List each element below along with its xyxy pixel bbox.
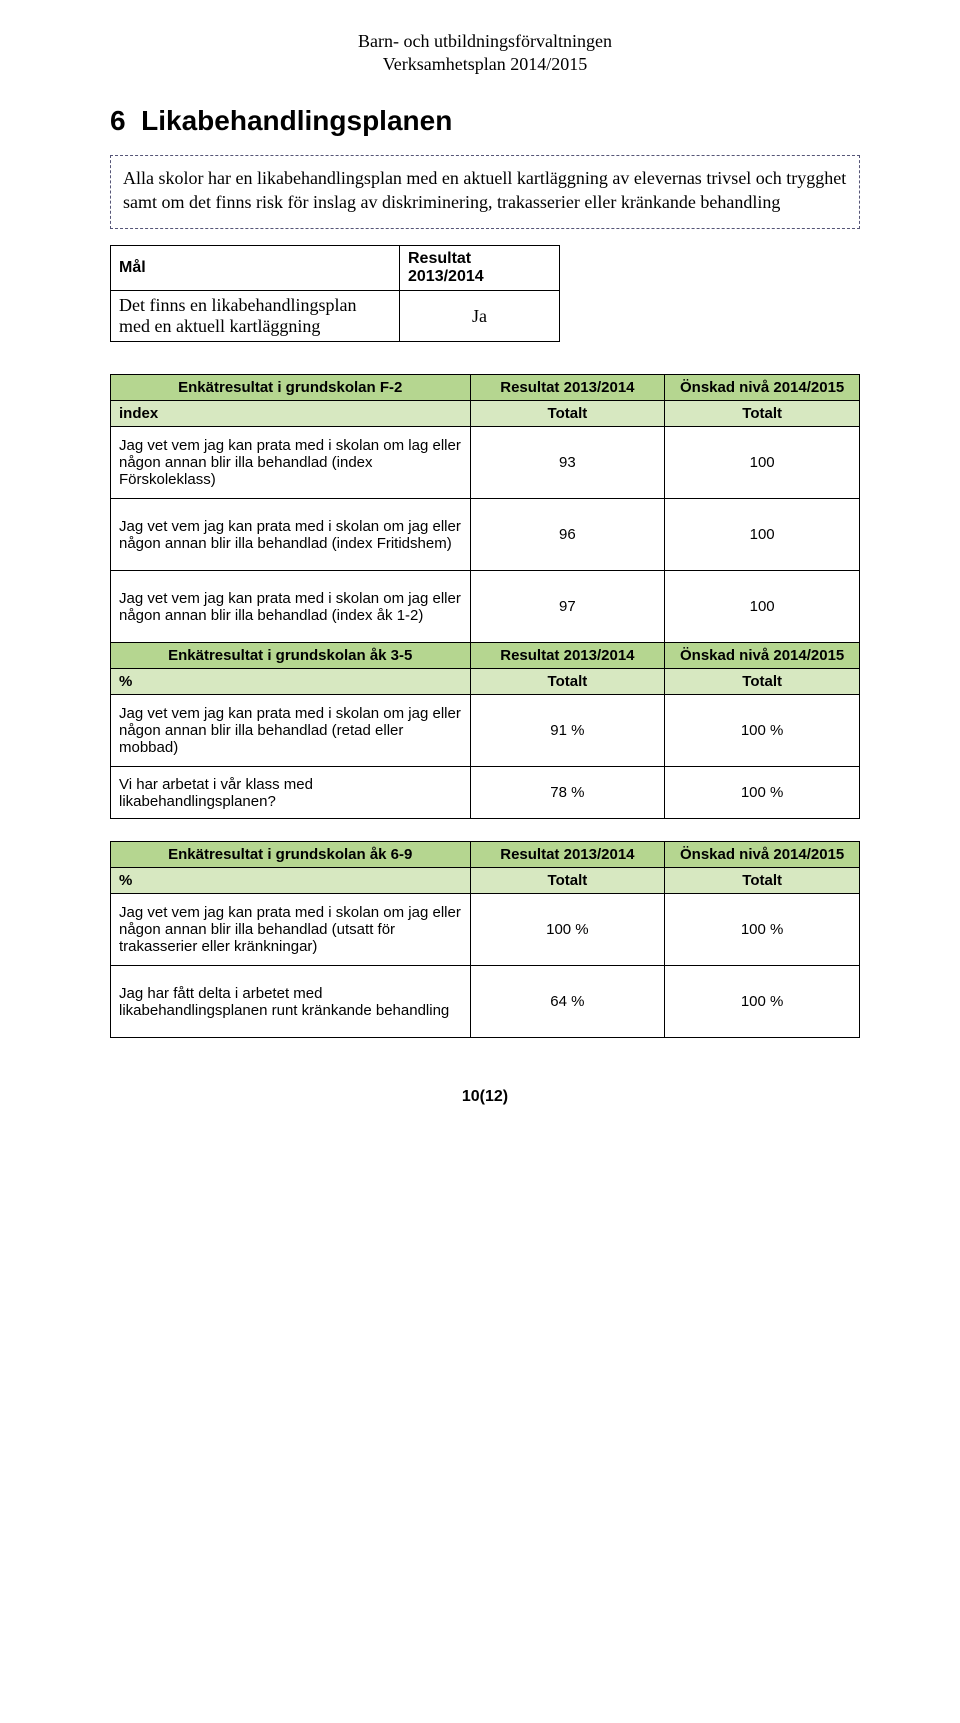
t2-h-res: Resultat 2013/2014 xyxy=(470,842,665,868)
goal-row-value: Ja xyxy=(400,291,560,342)
goal-row: Det finns en likabehandlingsplan med en … xyxy=(111,291,560,342)
t2-sub-goal: Totalt xyxy=(665,868,860,894)
t1-sub2-label: % xyxy=(111,669,471,695)
t1-h2-label: Enkätresultat i grundskolan åk 3-5 xyxy=(111,643,471,669)
t1-h-goal: Önskad nivå 2014/2015 xyxy=(665,375,860,401)
t1-h2-res: Resultat 2013/2014 xyxy=(470,643,665,669)
doc-header: Barn- och utbildningsförvaltningen Verks… xyxy=(110,30,860,77)
t1-r2-0-label: Jag vet vem jag kan prata med i skolan o… xyxy=(111,695,471,767)
intro-box: Alla skolor har en likabehandlingsplan m… xyxy=(110,155,860,230)
t2-sub-res: Totalt xyxy=(470,868,665,894)
t1-r1-res: 96 xyxy=(470,499,665,571)
t1-r2-1-res: 78 % xyxy=(470,767,665,819)
t1-h-res: Resultat 2013/2014 xyxy=(470,375,665,401)
t1-subheader: index Totalt Totalt xyxy=(111,401,860,427)
t1-header2: Enkätresultat i grundskolan åk 3-5 Resul… xyxy=(111,643,860,669)
t2-r1-goal: 100 % xyxy=(665,966,860,1038)
table-row: Jag vet vem jag kan prata med i skolan o… xyxy=(111,499,860,571)
t2-r0-label: Jag vet vem jag kan prata med i skolan o… xyxy=(111,894,471,966)
goal-row-label: Det finns en likabehandlingsplan med en … xyxy=(111,291,400,342)
t1-r0-res: 93 xyxy=(470,427,665,499)
t2-h-label: Enkätresultat i grundskolan åk 6-9 xyxy=(111,842,471,868)
t1-r2-res: 97 xyxy=(470,571,665,643)
t1-r2-1-label: Vi har arbetat i vår klass med likabehan… xyxy=(111,767,471,819)
header-line2: Verksamhetsplan 2014/2015 xyxy=(383,54,587,74)
page-number: 10(12) xyxy=(110,1088,860,1106)
t2-r1-res: 64 % xyxy=(470,966,665,1038)
t1-r2-1-goal: 100 % xyxy=(665,767,860,819)
t1-sub-goal: Totalt xyxy=(665,401,860,427)
t1-sub-label: index xyxy=(111,401,471,427)
t1-r0-label: Jag vet vem jag kan prata med i skolan o… xyxy=(111,427,471,499)
t1-sub-res: Totalt xyxy=(470,401,665,427)
t1-r2-0-goal: 100 % xyxy=(665,695,860,767)
table-row: Vi har arbetat i vår klass med likabehan… xyxy=(111,767,860,819)
t1-sub2-res: Totalt xyxy=(470,669,665,695)
table-row: Jag vet vem jag kan prata med i skolan o… xyxy=(111,695,860,767)
section-heading: 6 Likabehandlingsplanen xyxy=(110,105,860,137)
goal-table: Mål Resultat 2013/2014 Det finns en lika… xyxy=(110,245,560,342)
goal-col-label: Mål xyxy=(111,246,400,291)
table-row: Jag vet vem jag kan prata med i skolan o… xyxy=(111,894,860,966)
t1-sub2-goal: Totalt xyxy=(665,669,860,695)
t2-subheader: % Totalt Totalt xyxy=(111,868,860,894)
t1-r1-goal: 100 xyxy=(665,499,860,571)
t1-r2-goal: 100 xyxy=(665,571,860,643)
t1-r2-label: Jag vet vem jag kan prata med i skolan o… xyxy=(111,571,471,643)
header-line1: Barn- och utbildningsförvaltningen xyxy=(358,31,612,51)
t1-h-label: Enkätresultat i grundskolan F-2 xyxy=(111,375,471,401)
goal-col-result: Resultat 2013/2014 xyxy=(400,246,560,291)
t1-r2-0-res: 91 % xyxy=(470,695,665,767)
t1-subheader2: % Totalt Totalt xyxy=(111,669,860,695)
goal-table-header-row: Mål Resultat 2013/2014 xyxy=(111,246,560,291)
intro-text: Alla skolor har en likabehandlingsplan m… xyxy=(123,168,846,212)
survey-table-1: Enkätresultat i grundskolan F-2 Resultat… xyxy=(110,374,860,819)
t1-header: Enkätresultat i grundskolan F-2 Resultat… xyxy=(111,375,860,401)
survey-table-2: Enkätresultat i grundskolan åk 6-9 Resul… xyxy=(110,841,860,1038)
t2-header: Enkätresultat i grundskolan åk 6-9 Resul… xyxy=(111,842,860,868)
t2-r0-res: 100 % xyxy=(470,894,665,966)
table-row: Jag vet vem jag kan prata med i skolan o… xyxy=(111,427,860,499)
t1-r1-label: Jag vet vem jag kan prata med i skolan o… xyxy=(111,499,471,571)
section-number: 6 xyxy=(110,105,126,136)
t2-sub-label: % xyxy=(111,868,471,894)
t2-h-goal: Önskad nivå 2014/2015 xyxy=(665,842,860,868)
t1-r0-goal: 100 xyxy=(665,427,860,499)
table-row: Jag vet vem jag kan prata med i skolan o… xyxy=(111,571,860,643)
t1-h2-goal: Önskad nivå 2014/2015 xyxy=(665,643,860,669)
table-row: Jag har fått delta i arbetet med likabeh… xyxy=(111,966,860,1038)
t2-r1-label: Jag har fått delta i arbetet med likabeh… xyxy=(111,966,471,1038)
section-title-text: Likabehandlingsplanen xyxy=(141,105,452,136)
t2-r0-goal: 100 % xyxy=(665,894,860,966)
